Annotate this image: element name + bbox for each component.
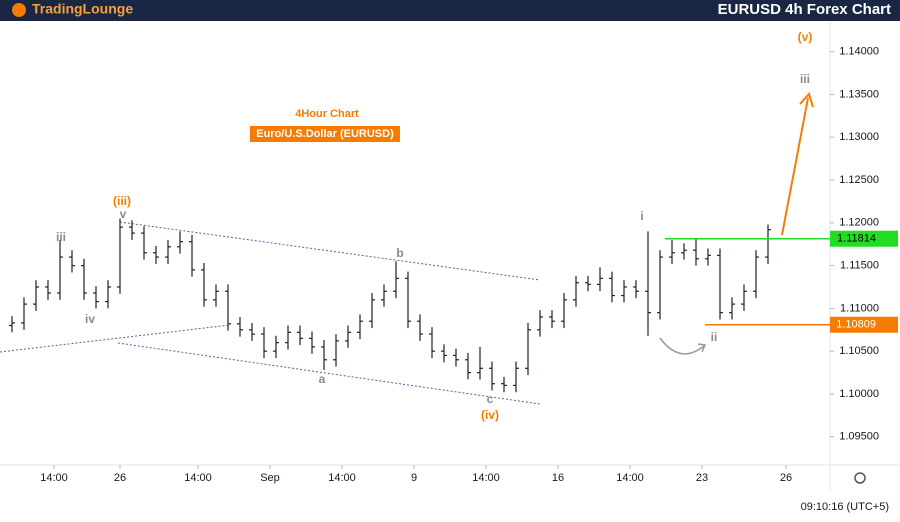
x-tick-label: 14:00: [616, 472, 644, 484]
wave-label: v: [120, 207, 127, 221]
x-tick-label: 14:00: [40, 472, 68, 484]
x-tick-label: 14:00: [472, 472, 500, 484]
y-tick-label: 1.14000: [839, 46, 879, 58]
wave-label: (v): [798, 30, 813, 44]
x-tick-label: 9: [411, 472, 417, 484]
x-tick-label: 23: [696, 472, 708, 484]
level-label-box: [830, 230, 898, 247]
y-tick-label: 1.12000: [839, 217, 879, 229]
wave-label: (iii): [113, 194, 131, 208]
projection-arrow: [781, 97, 809, 236]
x-tick-label: 14:00: [328, 472, 356, 484]
trend-line: [0, 324, 231, 353]
logo-icon: [12, 3, 26, 17]
header-bar: [0, 0, 900, 21]
curved-arrow: [659, 337, 705, 355]
x-tick-label: 16: [552, 472, 564, 484]
y-tick-label: 1.13500: [839, 88, 879, 100]
timestamp: 09:10:16 (UTC+5): [801, 501, 889, 513]
instrument: Euro/U.S.Dollar (EURUSD): [256, 128, 394, 140]
trend-line: [119, 221, 541, 281]
level-label: 1.10809: [836, 319, 876, 331]
wave-label: i: [640, 209, 643, 223]
wave-label: b: [396, 246, 403, 260]
wave-label: a: [319, 372, 326, 386]
wave-label: ii: [711, 330, 718, 344]
x-tick-label: 26: [114, 472, 126, 484]
level-label: 1.11814: [837, 233, 876, 245]
wave-label: iii: [800, 72, 810, 86]
arrow-head: [697, 343, 707, 353]
wave-label: (iv): [481, 408, 499, 422]
y-tick-label: 1.10500: [839, 345, 879, 357]
level-label-box: [830, 316, 898, 333]
trend-line: [117, 342, 541, 405]
y-tick-label: 1.11500: [840, 260, 879, 272]
x-tick-label: 26: [780, 472, 792, 484]
y-tick-label: 1.10000: [839, 388, 879, 400]
y-tick-label: 1.09500: [839, 431, 879, 443]
y-tick-label: 1.11000: [840, 302, 879, 314]
wave-label: iii: [56, 230, 66, 244]
arrow-head: [799, 92, 814, 108]
y-tick-label: 1.13000: [839, 131, 879, 143]
instrument-box: [250, 126, 400, 142]
settings-icon[interactable]: [854, 472, 866, 484]
chart-title: EURUSD 4h Forex Chart: [718, 1, 891, 18]
x-tick-label: 14:00: [184, 472, 212, 484]
wave-label: c: [487, 392, 494, 406]
brand: TradingLounge: [32, 1, 133, 17]
x-tick-label: Sep: [260, 472, 280, 484]
y-tick-label: 1.12500: [839, 174, 879, 186]
wave-label: iv: [85, 312, 95, 326]
subtitle: 4Hour Chart: [295, 108, 359, 120]
